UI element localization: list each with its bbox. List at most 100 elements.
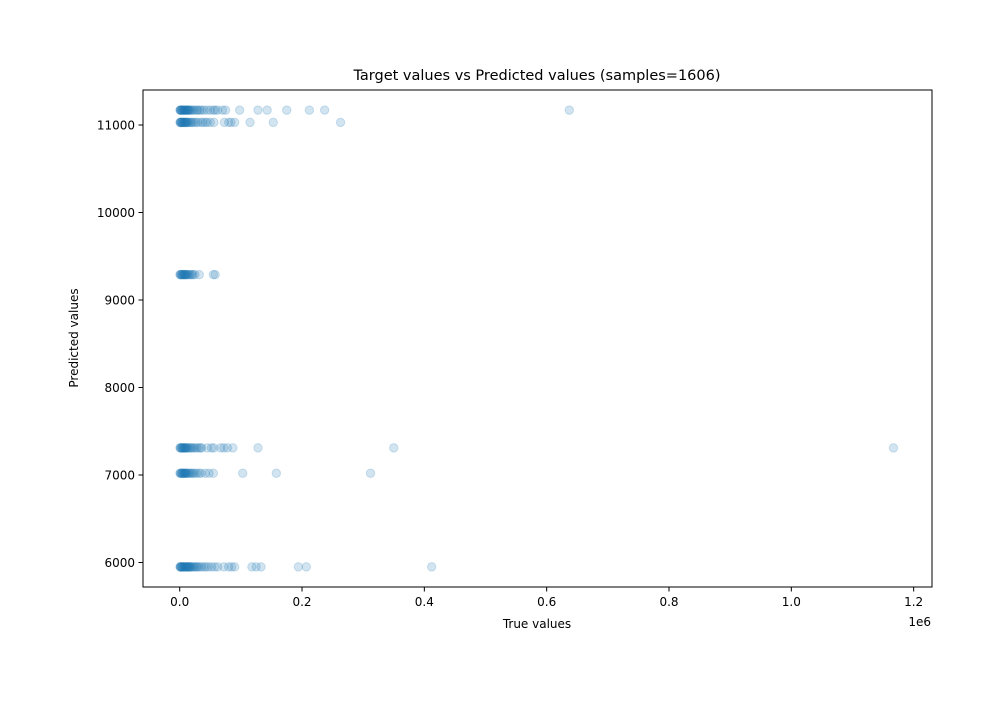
scatter-point <box>180 105 190 115</box>
scatter-point <box>301 562 311 572</box>
x-tick-label: 0.6 <box>537 595 556 609</box>
scatter-point <box>389 443 399 453</box>
scatter-point <box>187 562 197 572</box>
scatter-point <box>179 443 189 453</box>
scatter-point <box>187 117 198 128</box>
scatter-point <box>177 105 187 115</box>
scatter-point <box>426 562 437 572</box>
scatter-point <box>181 443 192 453</box>
scatter-point <box>228 443 238 453</box>
scatter-point <box>183 443 193 453</box>
scatter-point <box>188 562 198 572</box>
scatter-point <box>178 117 189 128</box>
scatter-point <box>179 562 190 572</box>
scatter-point <box>222 443 233 453</box>
scatter-point <box>186 562 196 572</box>
scatter-point <box>230 117 240 128</box>
scatter-point <box>181 468 192 478</box>
scatter-point <box>176 443 187 453</box>
y-tick-label: 11000 <box>97 119 135 133</box>
scatter-point <box>179 105 189 115</box>
scatter-point <box>201 562 211 572</box>
scatter-point <box>210 105 220 115</box>
scatter-point <box>175 105 185 115</box>
scatter-point <box>177 117 187 128</box>
scatter-point <box>210 269 220 280</box>
scatter-point <box>190 562 201 572</box>
scatter-point <box>185 562 195 572</box>
scatter-point <box>220 105 231 115</box>
scatter-point <box>175 443 185 453</box>
scatter-point <box>175 562 186 572</box>
scatter-point <box>177 443 187 453</box>
scatter-point <box>199 105 209 115</box>
scatter-point <box>180 117 190 128</box>
scatter-point <box>178 269 189 280</box>
scatter-point <box>181 105 192 115</box>
scatter-point <box>181 562 191 572</box>
scatter-point <box>238 468 248 478</box>
scatter-point <box>180 468 190 478</box>
scatter-point <box>202 117 212 128</box>
x-axis: 0.0 0.2 0.4 0.6 0.8 1.0 1.2 <box>170 587 923 609</box>
scatter-point <box>190 105 200 115</box>
scatter-point <box>184 269 195 280</box>
scatter-point <box>182 117 193 128</box>
scatter-point <box>186 117 197 128</box>
scatter-point <box>184 562 194 572</box>
scatter-point <box>175 269 186 280</box>
scatter-point <box>176 468 187 478</box>
scatter-point <box>335 117 346 128</box>
scatter-point <box>212 105 223 115</box>
scatter-point <box>179 443 190 453</box>
scatter-point <box>175 117 185 128</box>
scatter-point <box>176 117 187 128</box>
scatter-point <box>191 117 201 128</box>
scatter-point <box>183 468 193 478</box>
scatter-point <box>189 562 200 572</box>
scatter-point <box>177 468 187 478</box>
scatter-point <box>177 562 187 572</box>
scatter-point <box>196 117 206 128</box>
scatter-point <box>178 269 188 280</box>
x-tick-label: 1.0 <box>782 595 801 609</box>
scatter-point <box>251 562 261 572</box>
scatter-point <box>230 562 240 572</box>
scatter-point <box>268 117 278 128</box>
scatter-point <box>209 443 219 453</box>
scatter-point <box>215 443 226 453</box>
scatter-point <box>186 443 196 453</box>
scatter-point <box>182 443 192 453</box>
scatter-point <box>253 443 263 453</box>
scatter-point <box>178 117 188 128</box>
scatter-point <box>178 105 189 115</box>
scatter-point <box>188 105 198 115</box>
scatter-point <box>195 443 206 453</box>
scatter-point <box>182 269 192 280</box>
scatter-point <box>181 269 192 280</box>
scatter-point <box>193 562 203 572</box>
scatter-point <box>181 562 192 572</box>
scatter-point <box>319 105 330 115</box>
scatter-point <box>179 269 189 280</box>
scatter-point <box>184 105 195 115</box>
scatter-point <box>178 562 188 572</box>
scatter-point <box>217 105 228 115</box>
scatter-point <box>179 562 189 572</box>
scatter-point <box>186 269 196 280</box>
scatter-point <box>247 562 257 572</box>
scatter-point <box>304 105 315 115</box>
scatter-point <box>195 105 205 115</box>
scatter-point <box>198 117 208 128</box>
scatter-point <box>202 443 212 453</box>
scatter-point <box>226 562 237 572</box>
scatter-point <box>178 468 189 478</box>
scatter-point <box>197 562 207 572</box>
x-tick-label: 1.2 <box>904 595 923 609</box>
scatter-point <box>193 117 203 128</box>
scatter-point <box>176 468 186 478</box>
scatter-point <box>206 443 217 453</box>
scatter-point <box>193 443 204 453</box>
scatter-point <box>209 562 220 572</box>
scatter-point <box>182 468 192 478</box>
